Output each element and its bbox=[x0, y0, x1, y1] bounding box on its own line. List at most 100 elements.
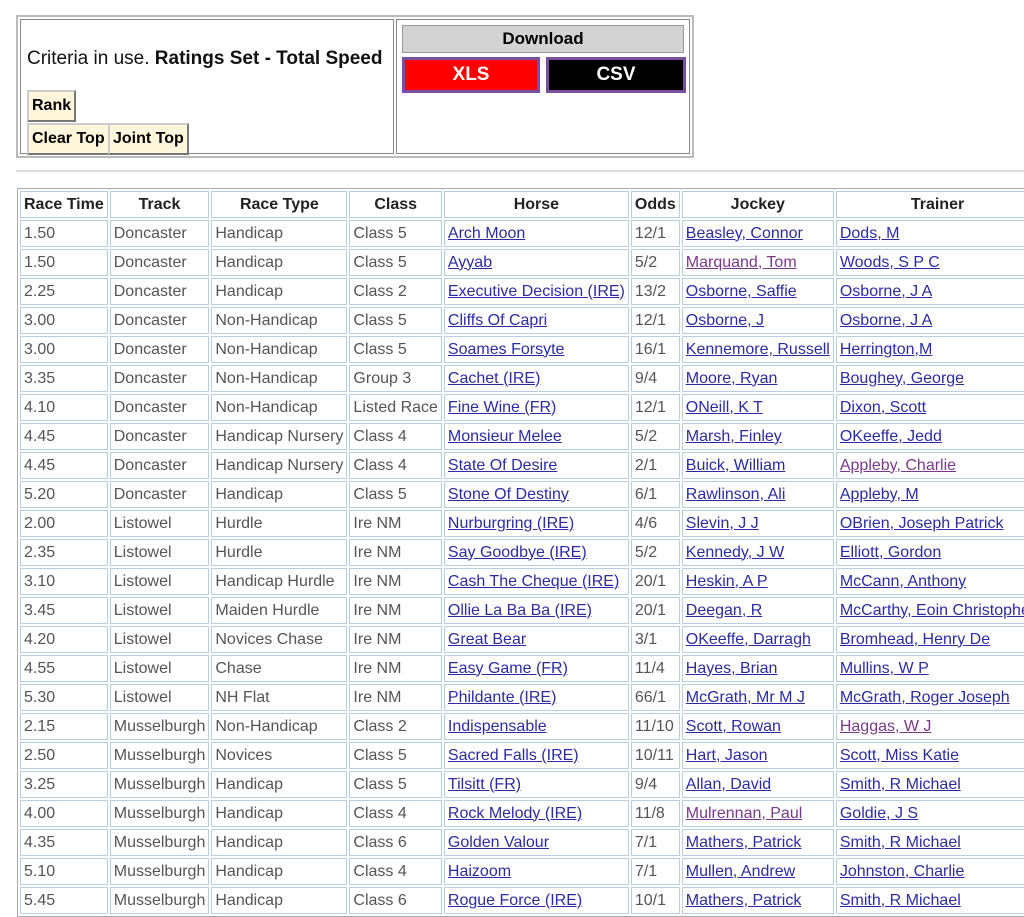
cell-race-time: 2.00 bbox=[20, 510, 108, 537]
table-row: 2.25 Doncaster Handicap Class 2 Executive De… bbox=[20, 278, 1024, 305]
horse-link[interactable]: Great Bear bbox=[447, 630, 527, 648]
trainer-link[interactable]: Bromhead, Henry De bbox=[839, 630, 991, 648]
clear-top-button[interactable]: Clear Top bbox=[27, 123, 110, 155]
horse-link[interactable]: Soames Forsyte bbox=[447, 340, 565, 358]
trainer-link[interactable]: Boughey, George bbox=[839, 369, 965, 387]
trainer-link[interactable]: Appleby, Charlie bbox=[839, 456, 957, 474]
jockey-link[interactable]: Hart, Jason bbox=[685, 746, 768, 764]
jockey-link[interactable]: Scott, Rowan bbox=[685, 717, 781, 735]
cell-race-type: Handicap bbox=[211, 887, 348, 914]
trainer-link[interactable]: Johnston, Charlie bbox=[839, 862, 965, 880]
trainer-link[interactable]: Elliott, Gordon bbox=[839, 543, 942, 561]
horse-link[interactable]: Nurburgring (IRE) bbox=[447, 514, 575, 532]
jockey-link[interactable]: Hayes, Brian bbox=[685, 659, 778, 677]
cell-race-time: 4.55 bbox=[20, 655, 108, 682]
cell-odds: 11/4 bbox=[630, 655, 680, 682]
horse-link[interactable]: Monsieur Melee bbox=[447, 427, 562, 445]
trainer-link[interactable]: Smith, R Michael bbox=[839, 775, 961, 793]
horse-link[interactable]: Phildante (IRE) bbox=[447, 688, 557, 706]
jockey-link[interactable]: Slevin, J J bbox=[685, 514, 759, 532]
horse-link[interactable]: Sacred Falls (IRE) bbox=[447, 746, 579, 764]
jockey-link[interactable]: Mulrennan, Paul bbox=[685, 804, 803, 822]
trainer-link[interactable]: Osborne, J A bbox=[839, 282, 933, 300]
trainer-link[interactable]: Haggas, W J bbox=[839, 717, 932, 735]
trainer-link[interactable]: OBrien, Joseph Patrick bbox=[839, 514, 1004, 532]
jockey-link[interactable]: OKeeffe, Darragh bbox=[685, 630, 811, 648]
jockey-link[interactable]: Rawlinson, Ali bbox=[685, 485, 786, 503]
cell-jockey: Hart, Jason bbox=[681, 742, 834, 769]
horse-link[interactable]: Tilsitt (FR) bbox=[447, 775, 522, 793]
jockey-link[interactable]: Mullen, Andrew bbox=[685, 862, 796, 880]
trainer-link[interactable]: McGrath, Roger Joseph bbox=[839, 688, 1010, 706]
jockey-link[interactable]: Allan, David bbox=[685, 775, 772, 793]
jockey-link[interactable]: Osborne, J bbox=[685, 311, 765, 329]
trainer-link[interactable]: Appleby, M bbox=[839, 485, 919, 503]
table-row: 3.10 Listowel Handicap Hurdle Ire NM Cash Th… bbox=[20, 568, 1024, 595]
horse-link[interactable]: Cliffs Of Capri bbox=[447, 311, 548, 329]
jockey-link[interactable]: Kennemore, Russell bbox=[685, 340, 830, 358]
jockey-link[interactable]: Marsh, Finley bbox=[685, 427, 782, 445]
jockey-link[interactable]: Mathers, Patrick bbox=[685, 833, 802, 851]
horse-link[interactable]: Stone Of Destiny bbox=[447, 485, 569, 503]
horse-link[interactable]: Easy Game (FR) bbox=[447, 659, 568, 677]
trainer-link[interactable]: Smith, R Michael bbox=[839, 891, 961, 909]
horse-link[interactable]: Say Goodbye (IRE) bbox=[447, 543, 587, 561]
cell-race-type: Handicap bbox=[211, 249, 348, 276]
trainer-link[interactable]: Herrington,M bbox=[839, 340, 933, 358]
cell-track: Doncaster bbox=[109, 481, 210, 508]
jockey-link[interactable]: ONeill, K T bbox=[685, 398, 763, 416]
cell-race-type: Handicap Hurdle bbox=[211, 568, 348, 595]
cell-odds: 5/2 bbox=[630, 249, 680, 276]
csv-download-button[interactable]: CSV bbox=[546, 57, 686, 93]
jockey-link[interactable]: Mathers, Patrick bbox=[685, 891, 802, 909]
trainer-link[interactable]: McCarthy, Eoin Christopher bbox=[839, 601, 1024, 619]
trainer-link[interactable]: Dods, M bbox=[839, 224, 900, 242]
cell-class: Class 5 bbox=[349, 771, 442, 798]
trainer-link[interactable]: Mullins, W P bbox=[839, 659, 929, 677]
horse-link[interactable]: Ollie La Ba Ba (IRE) bbox=[447, 601, 592, 619]
horse-link[interactable]: Cachet (IRE) bbox=[447, 369, 541, 387]
trainer-link[interactable]: Goldie, J S bbox=[839, 804, 919, 822]
horse-link[interactable]: Fine Wine (FR) bbox=[447, 398, 557, 416]
jockey-link[interactable]: Marquand, Tom bbox=[685, 253, 797, 271]
cell-class: Class 5 bbox=[349, 336, 442, 363]
jockey-link[interactable]: Buick, William bbox=[685, 456, 786, 474]
joint-top-button[interactable]: Joint Top bbox=[108, 123, 189, 155]
horse-link[interactable]: Rock Melody (IRE) bbox=[447, 804, 583, 822]
horse-link[interactable]: Haizoom bbox=[447, 862, 512, 880]
horse-link[interactable]: Cash The Cheque (IRE) bbox=[447, 572, 620, 590]
trainer-link[interactable]: Smith, R Michael bbox=[839, 833, 961, 851]
rank-button[interactable]: Rank bbox=[27, 90, 77, 122]
cell-track: Musselburgh bbox=[109, 800, 210, 827]
jockey-link[interactable]: Osborne, Saffie bbox=[685, 282, 797, 300]
horse-link[interactable]: Indispensable bbox=[447, 717, 547, 735]
cell-horse: Nurburgring (IRE) bbox=[443, 510, 629, 537]
jockey-link[interactable]: Beasley, Connor bbox=[685, 224, 803, 242]
cell-trainer: Dods, M bbox=[835, 220, 1024, 247]
cell-track: Musselburgh bbox=[109, 858, 210, 885]
jockey-link[interactable]: McGrath, Mr M J bbox=[685, 688, 805, 706]
trainer-link[interactable]: Woods, S P C bbox=[839, 253, 940, 271]
jockey-link[interactable]: Kennedy, J W bbox=[685, 543, 785, 561]
header-race-type: Race Type bbox=[211, 191, 348, 218]
jockey-link[interactable]: Deegan, R bbox=[685, 601, 763, 619]
table-row: 4.45 Doncaster Handicap Nursery Class 4 Stat… bbox=[20, 452, 1024, 479]
cell-horse: Indispensable bbox=[443, 713, 629, 740]
horse-link[interactable]: Executive Decision (IRE) bbox=[447, 282, 625, 300]
horse-link[interactable]: Ayyab bbox=[447, 253, 493, 271]
xls-download-button[interactable]: XLS bbox=[402, 57, 540, 93]
table-row: 3.25 Musselburgh Handicap Class 5 Tilsitt (F… bbox=[20, 771, 1024, 798]
cell-jockey: Marsh, Finley bbox=[681, 423, 834, 450]
cell-class: Class 6 bbox=[349, 829, 442, 856]
jockey-link[interactable]: Heskin, A P bbox=[685, 572, 768, 590]
jockey-link[interactable]: Moore, Ryan bbox=[685, 369, 778, 387]
trainer-link[interactable]: Scott, Miss Katie bbox=[839, 746, 959, 764]
trainer-link[interactable]: McCann, Anthony bbox=[839, 572, 967, 590]
horse-link[interactable]: Arch Moon bbox=[447, 224, 526, 242]
trainer-link[interactable]: Osborne, J A bbox=[839, 311, 933, 329]
horse-link[interactable]: State Of Desire bbox=[447, 456, 558, 474]
trainer-link[interactable]: OKeeffe, Jedd bbox=[839, 427, 942, 445]
horse-link[interactable]: Golden Valour bbox=[447, 833, 550, 851]
trainer-link[interactable]: Dixon, Scott bbox=[839, 398, 927, 416]
horse-link[interactable]: Rogue Force (IRE) bbox=[447, 891, 583, 909]
